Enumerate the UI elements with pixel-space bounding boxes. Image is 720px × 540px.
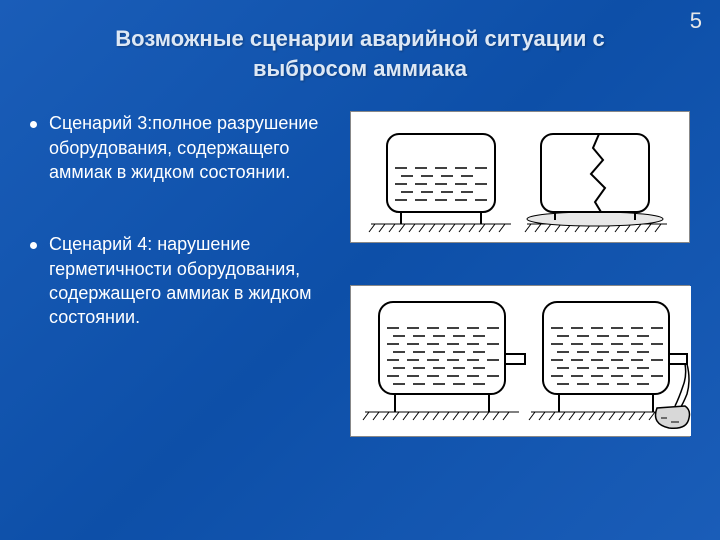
content-row: Сценарий 3:полное разрушение оборудовани… [0,93,720,437]
bullet-dot-icon [30,121,37,128]
image-column [350,111,690,437]
diagram-scenario-3 [350,111,690,243]
bullet-text: Сценарий 3:полное разрушение оборудовани… [49,111,330,184]
bullet-text: Сценарий 4: нарушение герметичности обор… [49,232,330,329]
text-column: Сценарий 3:полное разрушение оборудовани… [30,111,330,437]
bullet-item: Сценарий 4: нарушение герметичности обор… [30,232,330,329]
tank-destroyed-icon [541,134,649,220]
bullet-dot-icon [30,242,37,249]
bullet-item: Сценарий 3:полное разрушение оборудовани… [30,111,330,184]
tank-intact-icon [387,134,495,224]
diagram-scenario-4 [350,285,690,437]
slide-title: Возможные сценарии аварийной ситуации с … [0,0,720,93]
page-number: 5 [690,8,702,34]
